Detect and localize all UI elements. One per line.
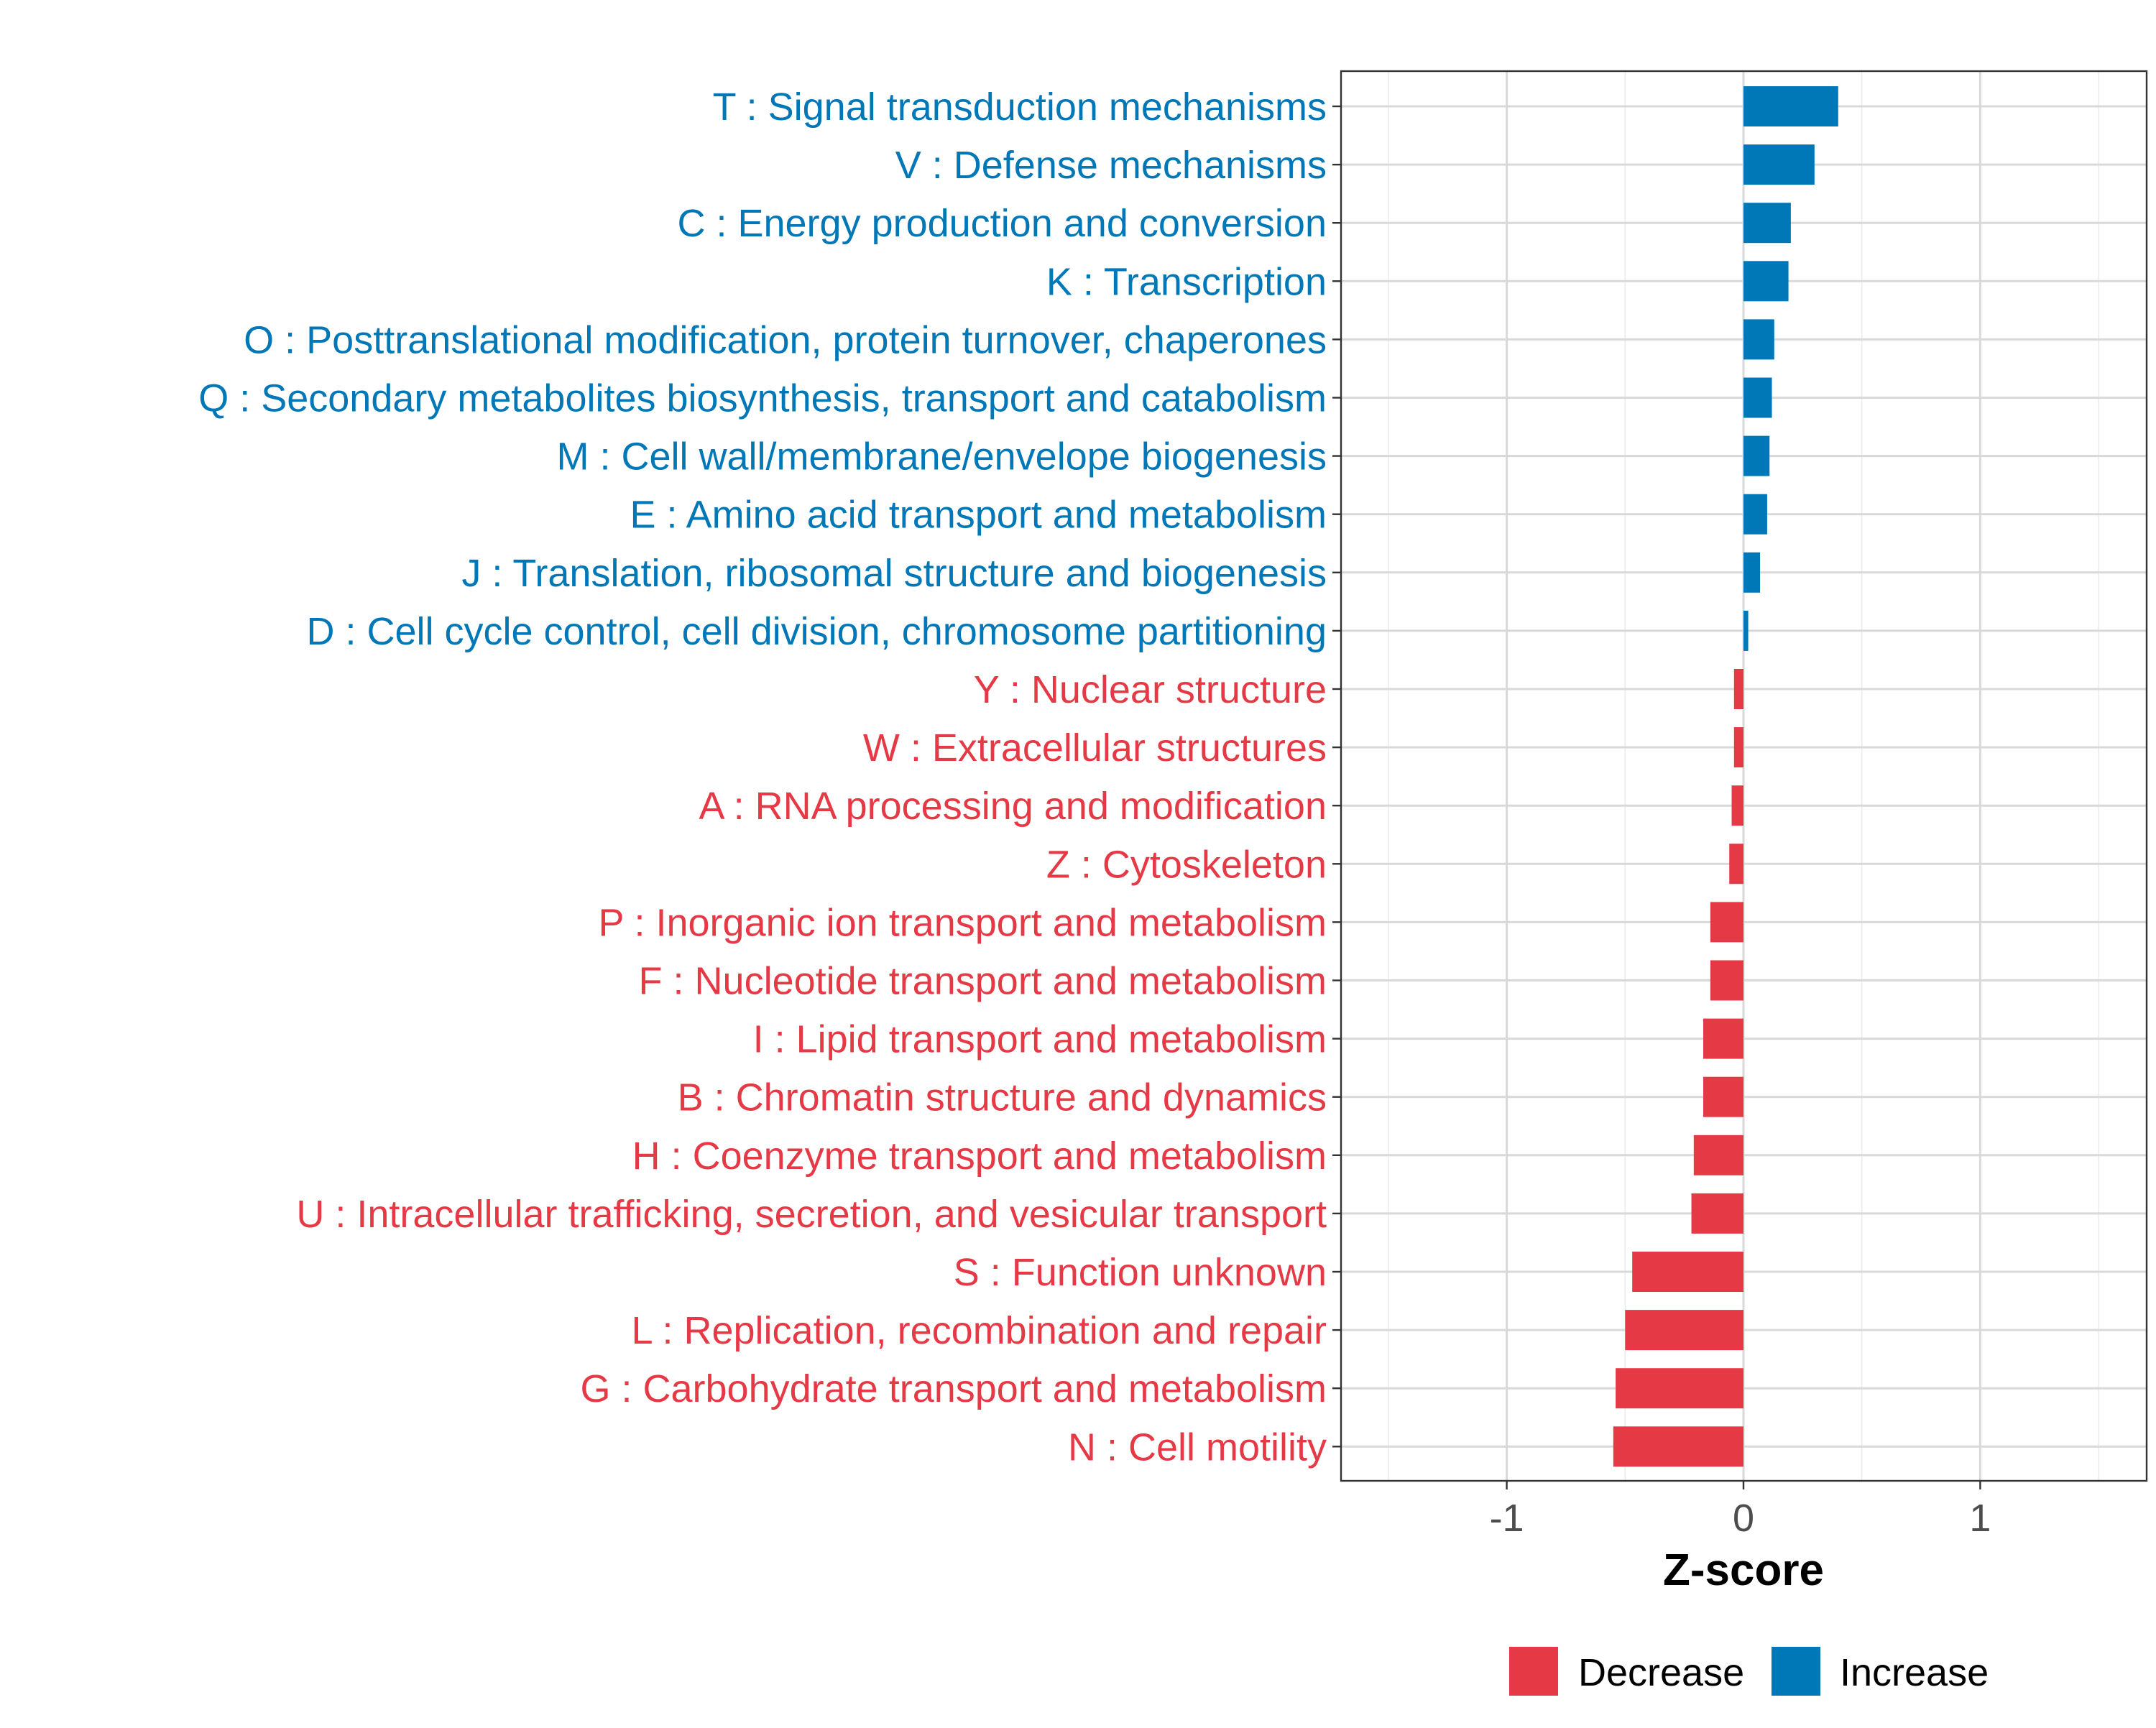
y-tick-label: K : Transcription — [1046, 260, 1327, 303]
y-axis: T : Signal transduction mechanisms V : De… — [198, 86, 1341, 1469]
legend-label-increase: Increase — [1840, 1651, 1989, 1694]
bar-p — [1710, 902, 1743, 943]
bar-z — [1729, 844, 1743, 884]
bar-a — [1731, 785, 1743, 826]
bar-s — [1632, 1252, 1743, 1292]
y-tick-label: D : Cell cycle control, cell division, c… — [306, 610, 1327, 653]
bar-i — [1703, 1018, 1743, 1059]
y-tick-label: J : Translation, ribosomal structure and… — [461, 552, 1327, 595]
y-tick-label: O : Posttranslational modification, prot… — [244, 318, 1327, 361]
y-tick-label: W : Extracellular structures — [863, 726, 1327, 770]
bar-d — [1743, 610, 1749, 651]
y-tick-label: N : Cell motility — [1068, 1426, 1327, 1469]
bar-t — [1743, 86, 1838, 126]
bars — [1613, 86, 1838, 1467]
y-tick-label: S : Function unknown — [954, 1251, 1327, 1294]
bar-b — [1703, 1076, 1743, 1117]
bar-u — [1691, 1193, 1743, 1234]
x-tick-label: -1 — [1490, 1497, 1524, 1540]
y-tick-label: U : Intracellular trafficking, secretion… — [296, 1193, 1327, 1236]
bar-j — [1743, 552, 1761, 593]
y-tick-label: M : Cell wall/membrane/envelope biogenes… — [556, 435, 1327, 479]
bar-w — [1733, 727, 1743, 768]
bar-k — [1743, 261, 1789, 302]
bar-h — [1693, 1135, 1743, 1175]
legend-label-decrease: Decrease — [1578, 1651, 1744, 1694]
bar-v — [1743, 144, 1815, 185]
y-tick-label: Y : Nuclear structure — [974, 668, 1327, 711]
x-tick-label: 0 — [1733, 1497, 1754, 1540]
y-tick-label: C : Energy production and conversion — [677, 202, 1327, 245]
x-axis-title: Z-score — [1663, 1546, 1824, 1595]
y-tick-label: A : RNA processing and modification — [699, 785, 1327, 828]
y-tick-label: G : Carbohydrate transport and metabolis… — [581, 1367, 1327, 1410]
x-tick-label: 1 — [1969, 1497, 1991, 1540]
bar-l — [1625, 1310, 1743, 1351]
y-tick-label: E : Amino acid transport and metabolism — [630, 494, 1327, 537]
bar-c — [1743, 203, 1791, 244]
bar-y — [1733, 669, 1743, 709]
bar-n — [1613, 1426, 1743, 1467]
bar-f — [1710, 960, 1743, 1001]
bar-g — [1616, 1368, 1743, 1409]
y-tick-label: F : Nucleotide transport and metabolism — [639, 960, 1327, 1003]
legend-key-decrease — [1509, 1647, 1558, 1696]
y-tick-label: T : Signal transduction mechanisms — [713, 86, 1327, 129]
bar-m — [1743, 435, 1770, 476]
y-tick-label: Z : Cytoskeleton — [1046, 843, 1327, 886]
bar-e — [1743, 494, 1767, 535]
y-tick-label: H : Coenzyme transport and metabolism — [632, 1135, 1327, 1178]
x-axis: -1 0 1 — [1490, 1481, 1991, 1540]
y-tick-label: V : Defense mechanisms — [895, 144, 1327, 187]
bar-q — [1743, 377, 1772, 418]
y-tick-label: Q : Secondary metabolites biosynthesis, … — [198, 377, 1327, 420]
y-tick-label: P : Inorganic ion transport and metaboli… — [598, 901, 1327, 944]
legend-key-increase — [1772, 1647, 1820, 1696]
y-tick-label: L : Replication, recombination and repai… — [631, 1309, 1327, 1352]
y-tick-label: I : Lipid transport and metabolism — [753, 1018, 1327, 1061]
bar-o — [1743, 319, 1774, 360]
y-tick-label: B : Chromatin structure and dynamics — [678, 1076, 1327, 1119]
legend: Decrease Increase — [1509, 1647, 1989, 1696]
